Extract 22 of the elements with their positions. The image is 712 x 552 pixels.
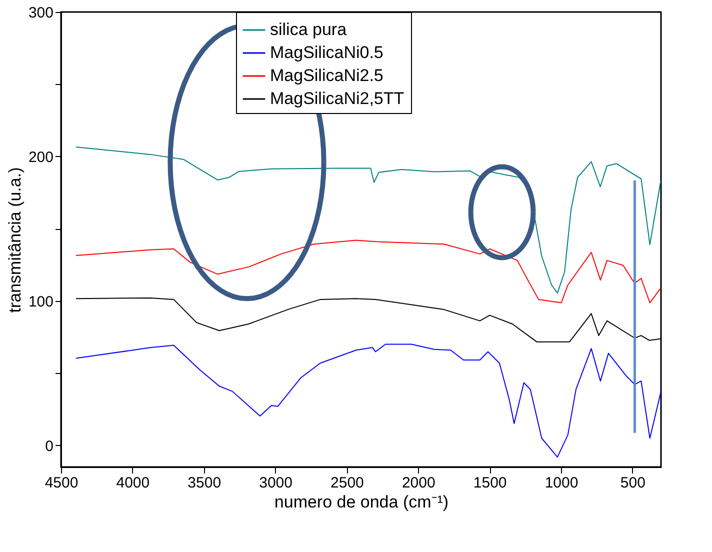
x-axis-title: numero de onda (cm⁻¹) — [274, 492, 449, 512]
x-tick-label: 4000 — [116, 474, 150, 492]
y-tick-label: 100 — [28, 293, 54, 310]
line-series — [76, 146, 662, 294]
x-tick-label: 2000 — [402, 474, 436, 492]
x-tick-label: 500 — [620, 474, 646, 492]
x-tick-label: 4500 — [44, 474, 78, 492]
x-tick-label: 2500 — [330, 474, 364, 492]
x-tick-label: 3500 — [188, 474, 222, 492]
x-tick-label: 3000 — [259, 474, 292, 492]
legend-label: MagSilicaNi2.5 — [270, 66, 384, 85]
y-tick-label: 0 — [45, 438, 54, 455]
legend-label: silica pura — [270, 20, 348, 39]
x-tick-label: 1500 — [473, 474, 507, 492]
y-tick-label: 200 — [28, 148, 54, 166]
legend-label: MagSilicaNi2,5TT — [270, 89, 404, 108]
line-series — [76, 240, 662, 304]
y-axis-title: transmitância (u.a.) — [5, 167, 24, 313]
y-tick-label: 300 — [28, 4, 54, 22]
legend-label: MagSilicaNi0.5 — [270, 43, 384, 62]
x-tick-label: 1000 — [544, 474, 578, 492]
line-series — [76, 344, 662, 458]
